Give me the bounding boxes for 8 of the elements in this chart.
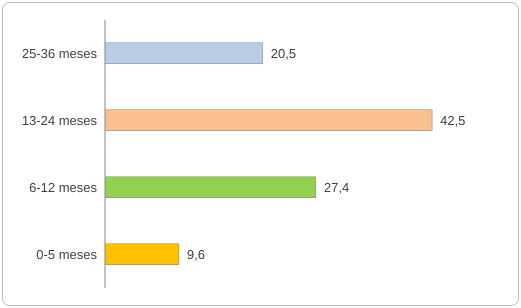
- data-label: 9,6: [186, 246, 205, 262]
- y-tick-label: 6-12 meses: [29, 180, 98, 196]
- data-label: 27,4: [324, 180, 350, 195]
- y-tick-label: 13-24 meses: [22, 113, 98, 128]
- y-tick-label: 0-5 meses: [36, 247, 98, 262]
- data-label: 42,5: [440, 112, 466, 128]
- data-label: 20,5: [270, 46, 296, 61]
- y-tick-label: 25-36 meses: [22, 46, 98, 62]
